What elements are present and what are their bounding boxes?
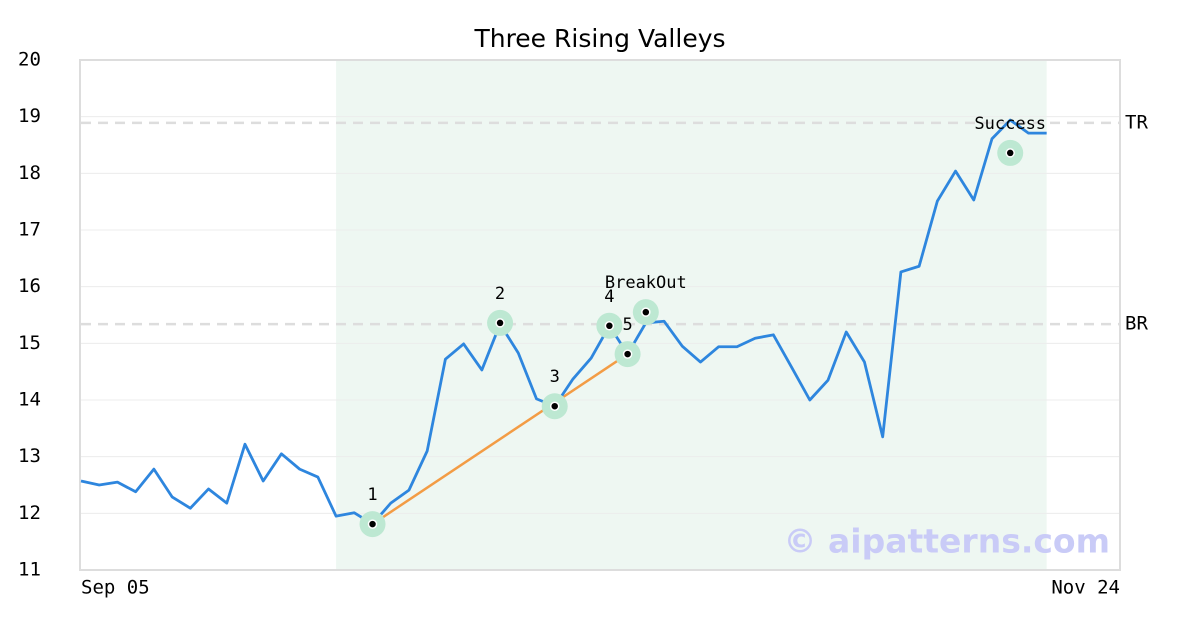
y-tick-label: 20 — [18, 49, 41, 71]
marker-dot — [622, 349, 633, 359]
marker-label: 3 — [550, 367, 560, 387]
marker-label: 4 — [604, 287, 614, 307]
marker-dot — [641, 307, 651, 317]
x-tick-label: Nov 24 — [1051, 577, 1120, 599]
chart-title: Three Rising Valleys — [473, 24, 725, 53]
y-tick-label: 11 — [18, 559, 41, 581]
marker-dot — [1005, 148, 1015, 158]
marker-dot — [495, 318, 505, 328]
level-label: BR — [1125, 313, 1148, 335]
x-tick-label: Sep 05 — [81, 577, 150, 599]
y-tick-label: 14 — [18, 389, 41, 411]
trendline — [371, 353, 629, 526]
plot-frame — [79, 59, 1121, 571]
marker-label: 1 — [367, 485, 377, 505]
price-line — [80, 118, 1047, 526]
y-tick-label: 19 — [18, 105, 41, 127]
marker-label: BreakOut — [605, 273, 687, 293]
y-tick-label: 15 — [18, 332, 41, 354]
y-tick-label: 18 — [18, 162, 41, 184]
y-tick-label: 12 — [18, 502, 41, 524]
marker-dot — [549, 401, 560, 411]
y-tick-label: 16 — [18, 275, 41, 297]
marker-label: Success — [974, 114, 1046, 134]
level-label: TR — [1125, 111, 1148, 133]
marker-label: 5 — [622, 315, 632, 335]
marker-label: 2 — [495, 284, 505, 304]
marker-dot — [367, 519, 378, 529]
y-tick-label: 17 — [18, 219, 41, 241]
y-tick-label: 13 — [18, 445, 41, 467]
watermark: © aipatterns.com — [784, 522, 1110, 561]
marker-dot — [604, 321, 615, 331]
pattern-region — [336, 60, 1047, 570]
